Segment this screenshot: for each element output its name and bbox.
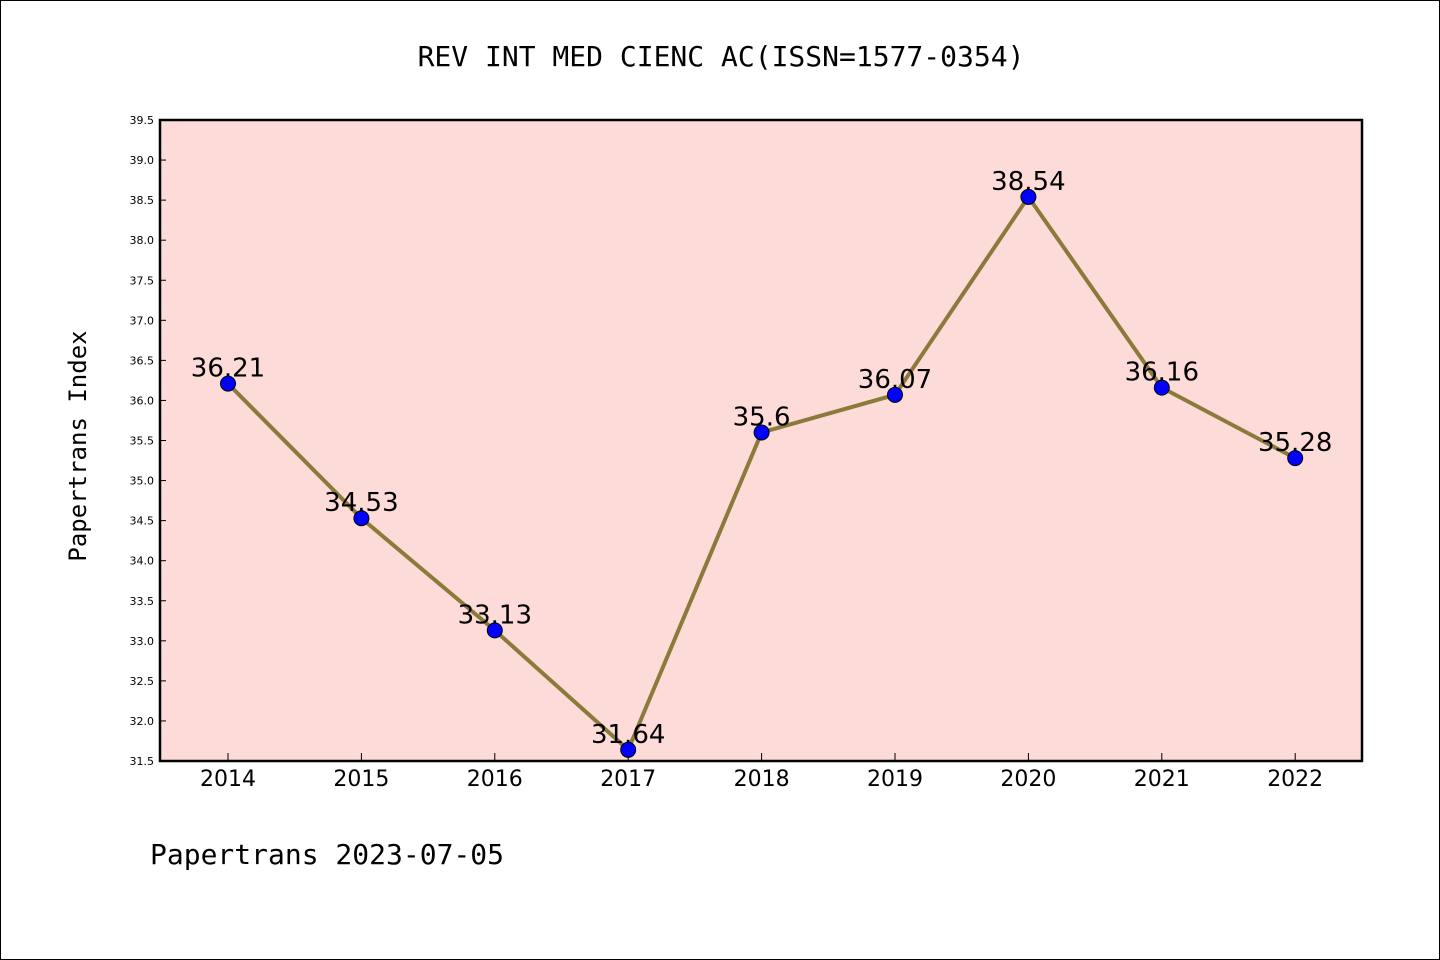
plot-area <box>158 118 1364 763</box>
y-axis-label: Papertrans Index <box>64 330 92 561</box>
x-tick-label: 2019 <box>867 767 923 792</box>
x-tick-label: 2014 <box>200 767 256 792</box>
data-point <box>887 386 903 403</box>
x-tick-label: 2015 <box>333 767 389 792</box>
data-point <box>1153 379 1170 396</box>
data-label: 31.64 <box>591 720 665 750</box>
x-axis: 2014 2015 2016 2017 2018 2019 2020 2021 2022 <box>200 753 1323 792</box>
data-point <box>753 424 770 441</box>
y-tick-label: 37.5 <box>130 274 155 287</box>
data-point <box>353 510 370 527</box>
data-label: 35.28 <box>1258 428 1332 458</box>
y-tick-label: 34.0 <box>130 555 155 568</box>
data-point <box>620 741 637 758</box>
data-label: 38.54 <box>991 167 1065 197</box>
y-tick-label: 34.5 <box>130 515 155 528</box>
y-tick-label: 35.0 <box>130 475 155 488</box>
x-tick-label: 2021 <box>1134 767 1190 792</box>
data-label: 34.53 <box>324 488 398 518</box>
data-point <box>220 375 236 392</box>
data-label: 36.07 <box>858 365 932 395</box>
x-tick-label: 2022 <box>1267 767 1323 792</box>
data-label: 36.21 <box>191 354 265 384</box>
data-label: 36.16 <box>1125 358 1199 388</box>
footer-text: Papertrans 2023-07-05 <box>150 838 504 871</box>
x-tick-label: 2018 <box>734 767 790 792</box>
series-layer: 36.21 34.53 33.13 31.64 35.6 36.07 38.54 36.16 3… <box>191 167 1332 758</box>
y-tick-label: 37.0 <box>130 314 155 327</box>
y-tick-label: 33.5 <box>130 595 155 608</box>
y-tick-label: 32.5 <box>130 675 155 688</box>
y-tick-label: 36.0 <box>130 394 155 407</box>
y-tick-label: 39.0 <box>130 154 155 167</box>
y-tick-label: 32.0 <box>130 715 155 728</box>
y-tick-label: 38.5 <box>130 194 155 207</box>
y-axis: 31.5 32.0 32.5 33.0 33.5 34.0 34.5 35.0 35.5 36.0… <box>130 114 166 768</box>
data-point <box>1287 450 1304 467</box>
y-tick-label: 33.0 <box>130 635 155 648</box>
x-tick-label: 2020 <box>1000 767 1056 792</box>
y-tick-label: 31.5 <box>130 755 155 768</box>
y-tick-label: 36.5 <box>130 354 155 367</box>
y-tick-label: 38.0 <box>130 234 155 247</box>
data-label: 35.6 <box>733 402 791 432</box>
data-point <box>1020 188 1037 205</box>
data-label: 33.13 <box>458 600 532 630</box>
y-tick-label: 39.5 <box>130 114 155 127</box>
x-tick-label: 2017 <box>600 767 656 792</box>
data-point <box>486 622 503 639</box>
chart-title: REV INT MED CIENC AC(ISSN=1577-0354) <box>418 40 1025 73</box>
x-tick-label: 2016 <box>467 767 523 792</box>
y-tick-label: 35.5 <box>130 435 155 448</box>
